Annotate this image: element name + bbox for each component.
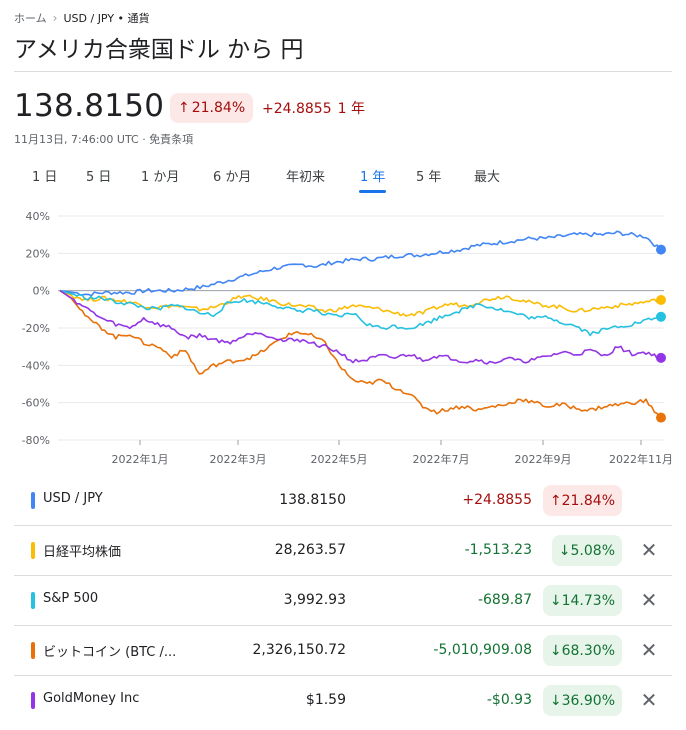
amount-change-value: +24.8855 xyxy=(262,101,332,117)
timestamp-disclaimer: 11月13日, 7:46:00 UTC · 免責条項 xyxy=(14,133,194,146)
amount-change: +24.8855 1 年 xyxy=(262,98,365,118)
row-percent-badge: ↓ 14.73% xyxy=(542,585,622,616)
row-change: -689.87 xyxy=(477,592,532,608)
series-line-1 xyxy=(59,289,661,317)
y-tick-label: -80% xyxy=(22,434,50,447)
series-line-4 xyxy=(59,290,661,365)
row-value: 3,992.93 xyxy=(283,592,346,608)
row-percent-badge: ↓ 5.08% xyxy=(551,535,622,566)
row-change: -1,513.23 xyxy=(464,542,532,558)
row-name: GoldMoney Inc xyxy=(43,691,140,706)
series-line-2 xyxy=(59,289,661,337)
series-end-dot-1 xyxy=(656,295,666,305)
row-value: 138.8150 xyxy=(279,492,346,508)
row-value: 2,326,150.72 xyxy=(252,642,346,658)
arrow-up-icon: ↑ xyxy=(549,492,562,509)
comparison-row[interactable]: S&P 500 3,992.93 -689.87 ↓ 14.73% ✕ xyxy=(14,576,672,626)
breadcrumb-home[interactable]: ホーム xyxy=(14,12,47,25)
x-tick-label: 2022年5月 xyxy=(311,452,368,466)
y-tick-label: 40% xyxy=(26,210,50,223)
row-percent-badge: ↑ 21.84% xyxy=(542,485,622,516)
page-title: アメリカ合衆国ドル から 円 xyxy=(14,37,304,63)
arrow-down-icon: ↓ xyxy=(549,642,562,659)
y-tick-label: 0% xyxy=(33,285,50,298)
row-percent-badge: ↓ 68.30% xyxy=(542,635,622,666)
series-color-swatch xyxy=(31,692,35,709)
comparison-row[interactable]: USD / JPY 138.8150 +24.8855 ↑ 21.84% xyxy=(14,476,672,526)
y-tick-label: 20% xyxy=(26,247,50,260)
row-name: S&P 500 xyxy=(43,591,99,606)
y-tick-label: -40% xyxy=(22,359,50,372)
tab-range-0[interactable]: 1 日 xyxy=(32,170,58,185)
arrow-down-icon: ↓ xyxy=(549,592,562,609)
x-tick-label: 2022年11月 xyxy=(609,452,673,466)
y-tick-label: -60% xyxy=(22,397,50,410)
row-percent-badge: ↓ 36.90% xyxy=(542,685,622,716)
percent-change-value: 21.84% xyxy=(191,100,246,116)
series-color-swatch xyxy=(31,542,35,559)
x-tick-label: 2022年3月 xyxy=(210,452,267,466)
row-name: USD / JPY xyxy=(43,491,103,506)
series-line-0 xyxy=(59,230,661,297)
close-icon[interactable]: ✕ xyxy=(640,688,658,712)
series-line-3 xyxy=(59,290,661,419)
series-color-swatch xyxy=(31,642,35,659)
comparison-row[interactable]: GoldMoney Inc $1.59 -$0.93 ↓ 36.90% ✕ xyxy=(14,676,672,725)
series-color-swatch xyxy=(31,492,35,509)
row-change: +24.8855 xyxy=(462,492,532,508)
close-icon[interactable]: ✕ xyxy=(640,588,658,612)
arrow-up-icon: ↑ xyxy=(178,100,190,116)
tab-range-2[interactable]: 1 か月 xyxy=(141,170,180,185)
series-color-swatch xyxy=(31,592,35,609)
breadcrumb: ホーム › USD / JPY • 通貨 xyxy=(14,10,150,26)
percent-change-badge: ↑ 21.84% xyxy=(170,93,254,123)
arrow-down-icon: ↓ xyxy=(558,542,571,559)
tab-range-7[interactable]: 最大 xyxy=(474,170,501,185)
row-name: 日経平均株価 xyxy=(43,545,122,560)
series-end-dot-4 xyxy=(656,352,666,363)
tab-range-1[interactable]: 5 日 xyxy=(86,170,112,185)
row-name: ビットコイン (BTC /... xyxy=(43,645,177,660)
row-change: -$0.93 xyxy=(486,692,532,708)
series-end-dot-3 xyxy=(656,412,666,423)
x-tick-label: 2022年7月 xyxy=(413,452,470,466)
tab-range-6[interactable]: 5 年 xyxy=(416,170,442,185)
series-end-dot-0 xyxy=(656,244,666,255)
series-end-dot-2 xyxy=(656,311,666,322)
change-period: 1 年 xyxy=(337,101,365,117)
tab-range-4[interactable]: 年初来 xyxy=(286,170,326,185)
close-icon[interactable]: ✕ xyxy=(640,538,658,562)
arrow-down-icon: ↓ xyxy=(549,692,562,709)
row-value: $1.59 xyxy=(305,692,346,708)
comparison-row[interactable]: ビットコイン (BTC /... 2,326,150.72 -5,010,909.0… xyxy=(14,626,672,676)
x-tick-label: 2022年9月 xyxy=(515,452,572,466)
row-value: 28,263.57 xyxy=(274,542,346,558)
divider xyxy=(14,71,672,72)
comparison-chart[interactable]: 40% 20% 0% -20% -40% -60% -80% 2022年1月 2022年3月 20… xyxy=(0,200,686,472)
row-change: -5,010,909.08 xyxy=(433,642,532,658)
y-tick-label: -20% xyxy=(22,322,50,335)
close-icon[interactable]: ✕ xyxy=(640,638,658,662)
comparison-row[interactable]: 日経平均株価 28,263.57 -1,513.23 ↓ 5.08% ✕ xyxy=(14,526,672,576)
current-price: 138.8150 xyxy=(14,88,165,124)
x-tick-label: 2022年1月 xyxy=(112,452,169,466)
tab-range-3[interactable]: 6 か月 xyxy=(213,170,252,185)
chevron-right-icon: › xyxy=(52,11,58,25)
tab-range-5[interactable]: 1 年 xyxy=(358,166,387,193)
comparison-list: USD / JPY 138.8150 +24.8855 ↑ 21.84% 日経平均株価 28… xyxy=(14,476,672,725)
breadcrumb-current: USD / JPY • 通貨 xyxy=(63,12,150,25)
